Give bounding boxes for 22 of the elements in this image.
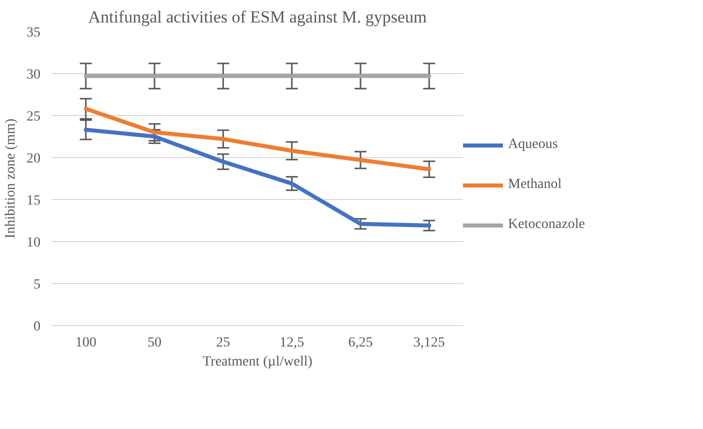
- y-axis-title: Inhibition zone (mm): [4, 118, 18, 238]
- y-tick-label: 35: [26, 26, 40, 40]
- y-tick-label: 10: [26, 236, 40, 250]
- y-tick-label: 20: [26, 152, 40, 166]
- x-tick-label: 100: [75, 336, 96, 350]
- legend-label: Ketoconazole: [508, 217, 585, 233]
- line-series: [84, 106, 432, 172]
- legend-label: Methanol: [508, 177, 562, 193]
- x-tick-label: 12,5: [280, 336, 304, 350]
- y-tick-label: 0: [34, 320, 40, 334]
- chart-title: Antifungal activities of ESM against M. gypseum: [88, 8, 427, 26]
- y-tick-label: 5: [34, 278, 40, 292]
- x-tick-label: 50: [148, 336, 162, 350]
- line-series: [84, 128, 432, 228]
- y-tick-label: 25: [26, 110, 40, 124]
- x-tick-label: 3,125: [413, 336, 445, 350]
- y-tick-label: 30: [26, 68, 40, 82]
- y-tick-label: 15: [26, 194, 40, 208]
- x-axis-title: Treatment (µl/well): [202, 354, 313, 370]
- x-tick-label: 25: [216, 336, 230, 350]
- x-tick-label: 6,25: [348, 336, 373, 350]
- legend-label: Aqueous: [508, 137, 558, 153]
